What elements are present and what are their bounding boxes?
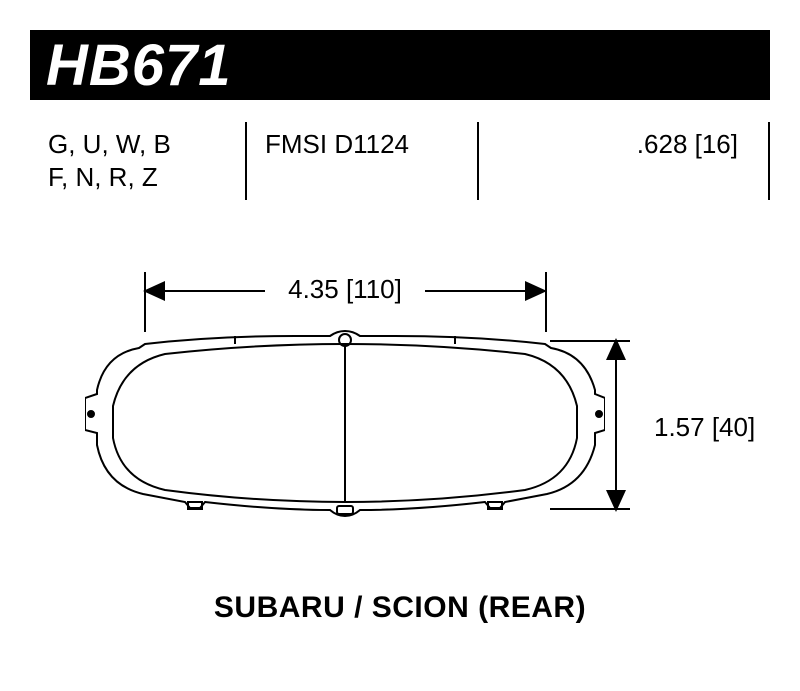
header-bar: HB671	[30, 30, 770, 100]
height-label: 1.57 [40]	[654, 412, 755, 443]
spec-divider-3	[768, 122, 770, 200]
brake-pad-drawing	[85, 330, 605, 535]
compound-codes-line1: G, U, W, B	[48, 128, 227, 161]
compound-codes: G, U, W, B F, N, R, Z	[30, 118, 245, 208]
arrow-left-icon	[143, 281, 165, 301]
width-label: 4.35 [110]	[265, 274, 425, 305]
arrow-down-icon	[606, 490, 626, 512]
compound-codes-line2: F, N, R, Z	[48, 161, 227, 194]
fmsi-code: FMSI D1124	[247, 118, 477, 208]
height-dim-line	[615, 340, 617, 510]
spec-row: G, U, W, B F, N, R, Z FMSI D1124 .628 [1…	[30, 118, 770, 208]
application-label: SUBARU / SCION (REAR)	[30, 591, 770, 625]
arrow-up-icon	[606, 338, 626, 360]
arrow-right-icon	[525, 281, 547, 301]
width-dimension: 4.35 [110]	[145, 270, 545, 320]
thickness-value: .628 [16]	[479, 118, 768, 208]
part-number: HB671	[46, 32, 232, 99]
diagram-area: 4.35 [110] 1.57 [40]	[30, 260, 770, 631]
